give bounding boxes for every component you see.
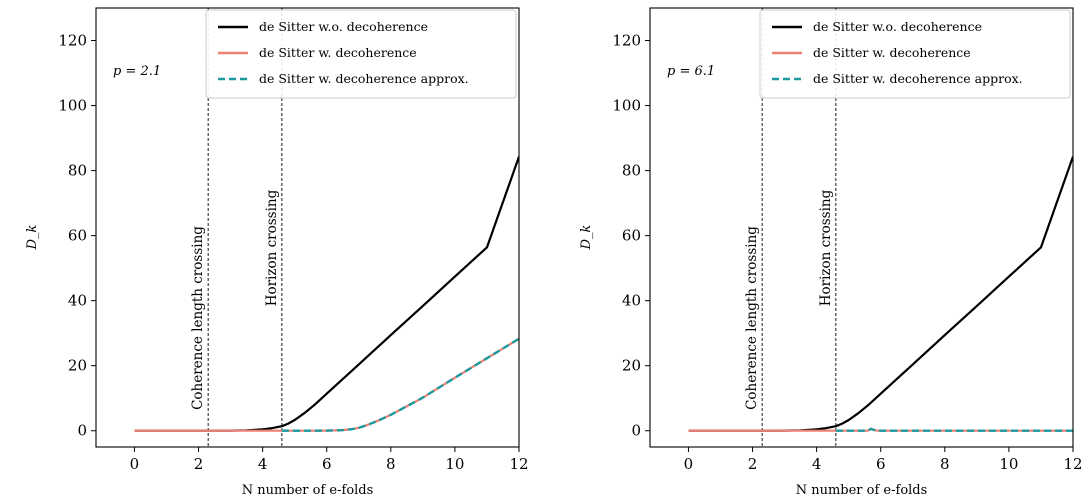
p-annotation: p = 6.1 — [667, 64, 715, 79]
plot-frame — [95, 7, 520, 448]
y-tick-label: 40 — [622, 292, 641, 310]
y-tick-label: 100 — [58, 97, 87, 115]
legend-label: de Sitter w. decoherence approx. — [813, 71, 1023, 86]
x-tick-label: 4 — [258, 455, 268, 473]
legend: de Sitter w.o. decoherence de Sitter w. d… — [205, 9, 517, 99]
x-tick-label: 8 — [386, 455, 396, 473]
vline-label: Coherence length crossing — [190, 226, 206, 410]
x-tick-label: 12 — [509, 455, 528, 473]
x-tick-label: 10 — [999, 455, 1018, 473]
vline-label: Coherence length crossing — [744, 226, 760, 410]
x-tick-label: 4 — [812, 455, 822, 473]
y-tick-label: 60 — [68, 227, 87, 245]
legend-label: de Sitter w. decoherence — [813, 45, 971, 60]
x-tick-label: 6 — [322, 455, 332, 473]
legend-label: de Sitter w.o. decoherence — [813, 19, 982, 34]
y-axis-label: D_k — [579, 224, 594, 250]
y-tick-label: 100 — [612, 97, 641, 115]
y-tick-label: 80 — [68, 162, 87, 180]
x-tick-label: 2 — [194, 455, 204, 473]
plot-frame — [649, 7, 1074, 448]
p-annotation: p = 2.1 — [113, 64, 161, 79]
x-tick-label: 2 — [748, 455, 758, 473]
x-tick-label: 6 — [876, 455, 886, 473]
legend-box — [205, 9, 517, 99]
x-tick-label: 8 — [940, 455, 950, 473]
legend-label: de Sitter w. decoherence approx. — [259, 71, 469, 86]
y-tick-label: 120 — [58, 32, 87, 50]
legend-label: de Sitter w.o. decoherence — [259, 19, 428, 34]
legend-box — [759, 9, 1071, 99]
y-tick-label: 40 — [68, 292, 87, 310]
y-tick-label: 60 — [622, 227, 641, 245]
legend: de Sitter w.o. decoherence de Sitter w. d… — [759, 9, 1071, 99]
y-tick-label: 0 — [77, 422, 87, 440]
x-tick-label: 12 — [1063, 455, 1082, 473]
x-axis-label: N number of e-folds — [796, 483, 928, 498]
y-tick-label: 20 — [622, 357, 641, 375]
y-tick-label: 0 — [631, 422, 641, 440]
x-tick-label: 10 — [445, 455, 464, 473]
series-line-3 — [835, 427, 1073, 432]
legend-label: de Sitter w. decoherence — [259, 45, 417, 60]
y-tick-label: 80 — [622, 162, 641, 180]
vline-label: Horizon crossing — [264, 189, 280, 306]
y-tick-label: 20 — [68, 357, 87, 375]
series-line-3 — [281, 337, 519, 432]
y-axis-label: D_k — [25, 224, 40, 250]
y-tick-label: 120 — [612, 32, 641, 50]
vline-label: Horizon crossing — [818, 189, 834, 306]
x-tick-label: 0 — [130, 455, 140, 473]
x-axis-label: N number of e-folds — [242, 483, 374, 498]
x-tick-label: 0 — [684, 455, 694, 473]
